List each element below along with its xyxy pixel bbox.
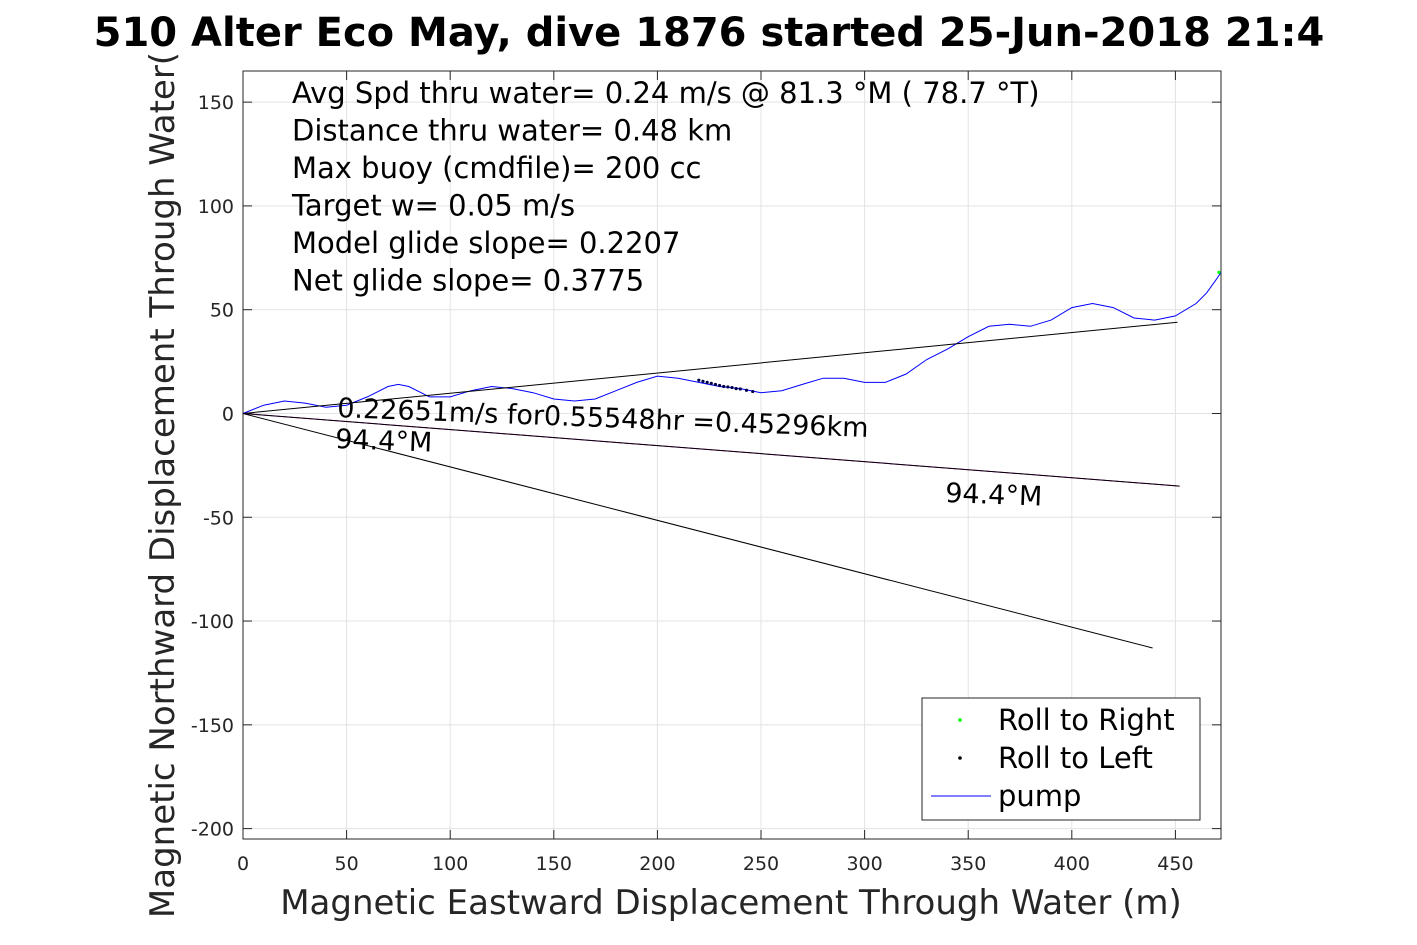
legend-label: pump <box>998 779 1081 813</box>
series-roll-to-left-point <box>701 379 705 383</box>
y-tick-label: 0 <box>222 403 234 425</box>
series-roll-to-left-point <box>722 384 726 389</box>
info-line: Net glide slope= 0.3775 <box>292 264 644 298</box>
y-tick-label: 150 <box>198 92 234 114</box>
legend-marker-dot <box>958 756 962 760</box>
legend-marker-dot <box>958 718 962 722</box>
series-roll-to-left-point <box>709 381 713 385</box>
info-line: Avg Spd thru water= 0.24 m/s @ 81.3 °M (… <box>292 76 1040 110</box>
info-line: Max buoy (cmdfile)= 200 cc <box>292 151 701 185</box>
legend-label: Roll to Left <box>998 741 1153 775</box>
x-tick-label: 150 <box>536 853 572 875</box>
series-roll-to-left-point <box>726 385 730 389</box>
y-tick-label: 50 <box>210 300 234 322</box>
chart-title: 510 Alter Eco May, dive 1876 started 25-… <box>94 10 1325 56</box>
legend: Roll to Right Roll to Left pump <box>921 697 1201 821</box>
series-roll-to-left-point <box>730 385 734 390</box>
plot-area <box>242 70 1222 840</box>
series-roll-to-left-point <box>751 389 755 394</box>
legend-label: Roll to Right <box>998 703 1175 737</box>
x-tick-label: 250 <box>743 853 779 875</box>
axis-ticks: 0 50 100 150 200 250 300 350 400 450 -200 -150 -100 -… <box>191 71 1221 875</box>
x-tick-label: 450 <box>1157 853 1193 875</box>
x-tick-label: 200 <box>639 853 675 875</box>
x-tick-label: 400 <box>1054 853 1090 875</box>
series-reference-line-line <box>242 413 1153 649</box>
y-tick-label: -200 <box>191 819 234 841</box>
x-tick-label: 0 <box>237 853 249 875</box>
x-tick-label: 50 <box>335 853 359 875</box>
info-line: Model glide slope= 0.2207 <box>292 226 680 260</box>
series-roll-to-left-point <box>738 387 742 391</box>
grid <box>242 71 1221 839</box>
series-roll-to-left-point <box>697 378 701 382</box>
series-roll-to-left-point <box>717 383 722 388</box>
legend-box <box>921 697 1201 821</box>
series-roll-to-right-point <box>1217 270 1221 274</box>
y-tick-label: -100 <box>191 611 234 633</box>
y-tick-label: 100 <box>198 196 234 218</box>
series-group <box>242 270 1222 649</box>
x-tick-label: 100 <box>432 853 468 875</box>
y-tick-label: -50 <box>203 507 234 529</box>
series-reference-line-line <box>242 321 1178 414</box>
info-text-block: Avg Spd thru water= 0.24 m/s @ 81.3 °M (… <box>291 76 1040 298</box>
series-roll-to-left-point <box>705 380 709 384</box>
info-line: Distance thru water= 0.48 km <box>292 114 732 148</box>
y-axis-label: Magnetic Northward Displacement Through … <box>143 52 183 918</box>
x-tick-label: 350 <box>950 853 986 875</box>
series-reference-line-line <box>242 413 1180 487</box>
x-axis-label: Magnetic Eastward Displacement Through W… <box>280 883 1182 923</box>
x-tick-label: 300 <box>846 853 882 875</box>
series-roll-to-left-point <box>734 386 738 391</box>
info-line: Target w= 0.05 m/s <box>291 189 575 223</box>
heading-annotation-start: 94.4°M <box>335 424 433 459</box>
series-roll-to-left-point <box>744 388 749 392</box>
y-tick-label: -150 <box>191 715 234 737</box>
series-roll-to-left-point <box>713 382 718 387</box>
heading-annotation-end: 94.4°M <box>945 478 1043 513</box>
